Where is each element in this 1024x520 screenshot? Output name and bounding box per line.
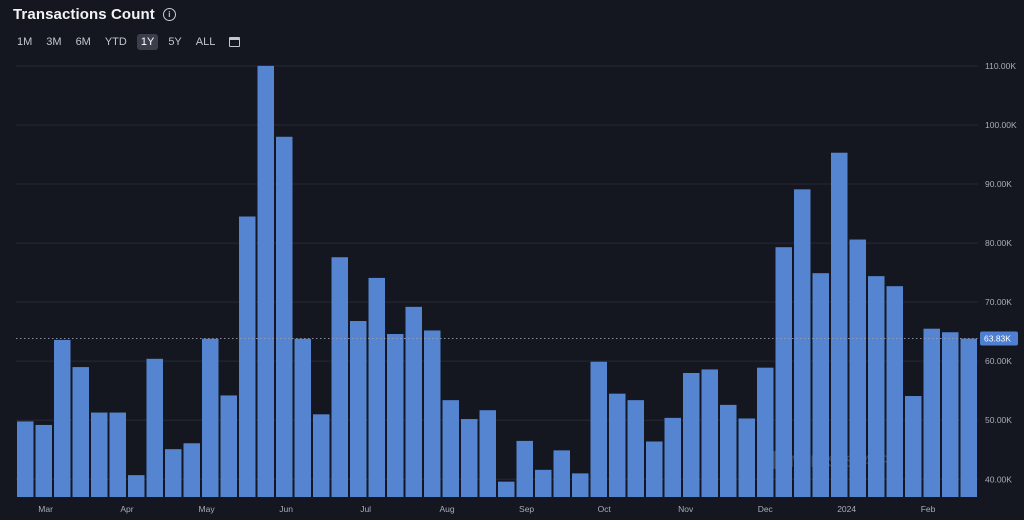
bar[interactable] (128, 475, 145, 497)
bar[interactable] (17, 421, 34, 497)
bar[interactable] (553, 450, 571, 497)
bar[interactable] (701, 369, 719, 497)
range-5y-button[interactable]: 5Y (168, 36, 182, 48)
bar[interactable] (387, 334, 404, 497)
chart-header: Transactions Count i (13, 6, 176, 23)
range-1y-button[interactable]: 1Y (136, 34, 159, 50)
y-tick-label: 60.00K (985, 356, 1012, 366)
bar[interactable] (405, 306, 423, 497)
y-tick-label: 80.00K (985, 238, 1012, 248)
x-tick-label: Feb (921, 504, 936, 514)
bar[interactable] (942, 332, 959, 497)
bar[interactable] (868, 276, 885, 497)
bar[interactable] (498, 481, 515, 497)
y-tick-label: 110.00K (985, 61, 1016, 71)
bar[interactable] (350, 321, 367, 497)
x-tick-label: Jul (360, 504, 371, 514)
bar[interactable] (794, 189, 811, 498)
bar[interactable] (479, 410, 497, 497)
x-tick-label: Aug (439, 504, 454, 514)
bar[interactable] (183, 443, 201, 497)
range-ytd-button[interactable]: YTD (104, 36, 127, 48)
bar[interactable] (72, 367, 90, 497)
x-tick-label: Mar (38, 504, 53, 514)
info-icon[interactable]: i (162, 8, 176, 21)
bar[interactable] (923, 328, 941, 497)
bar[interactable] (590, 361, 608, 497)
bar[interactable] (516, 440, 534, 497)
bar[interactable] (609, 393, 626, 497)
bar[interactable] (202, 338, 219, 497)
bar[interactable] (775, 247, 793, 497)
bar[interactable] (165, 449, 182, 497)
bar[interactable] (91, 412, 108, 497)
bar[interactable] (831, 152, 848, 498)
y-tick-label: 100.00K (985, 120, 1017, 130)
bar[interactable] (646, 441, 663, 497)
bar[interactable] (886, 286, 904, 497)
bar[interactable] (294, 338, 312, 497)
bar[interactable] (627, 400, 645, 497)
x-tick-label: Nov (678, 504, 694, 514)
y-tick-label: 90.00K (985, 179, 1012, 189)
bar[interactable] (442, 400, 460, 497)
y-tick-label: 40.00K (985, 474, 1012, 484)
bar[interactable] (664, 417, 682, 497)
x-tick-label: May (199, 504, 216, 514)
x-tick-label: 2024 (837, 504, 856, 514)
bar[interactable] (738, 418, 756, 497)
bar[interactable] (54, 339, 71, 497)
x-tick-label: Jun (279, 504, 293, 514)
bar[interactable] (313, 414, 330, 497)
x-tick-label: Sep (519, 504, 534, 514)
range-all-button[interactable]: ALL (195, 36, 216, 48)
time-range-selector: 1M 3M 6M YTD 1Y 5Y ALL (13, 34, 241, 50)
bar[interactable] (683, 372, 700, 497)
bar[interactable] (35, 424, 53, 497)
bar[interactable] (368, 277, 386, 497)
x-tick-label: Apr (120, 504, 133, 514)
x-tick-label: Dec (758, 504, 774, 514)
bar[interactable] (276, 136, 293, 497)
y-tick-label: 50.00K (985, 415, 1012, 425)
bar[interactable] (572, 473, 589, 497)
range-3m-button[interactable]: 3M (46, 36, 62, 48)
bar[interactable] (960, 338, 978, 497)
bar[interactable] (849, 239, 867, 497)
range-6m-button[interactable]: 6M (75, 36, 91, 48)
calendar-icon[interactable] (229, 37, 241, 47)
range-1m-button[interactable]: 1M (17, 36, 33, 48)
y-tick-label: 70.00K (985, 297, 1012, 307)
bar[interactable] (461, 419, 478, 497)
chart-title: Transactions Count (13, 6, 155, 23)
bar[interactable] (535, 469, 552, 497)
bar[interactable] (812, 273, 830, 497)
current-value-label: 63.83K (984, 334, 1011, 344)
bar[interactable] (109, 412, 127, 497)
bar[interactable] (220, 395, 238, 497)
bar[interactable] (146, 358, 164, 497)
bar[interactable] (424, 330, 441, 497)
bar[interactable] (239, 216, 256, 498)
bar[interactable] (720, 404, 737, 497)
bar[interactable] (905, 396, 922, 497)
bar[interactable] (331, 257, 349, 497)
current-value-badge (980, 331, 1018, 346)
bar[interactable] (757, 367, 774, 497)
bar[interactable] (257, 65, 275, 498)
x-tick-label: Oct (598, 504, 612, 514)
